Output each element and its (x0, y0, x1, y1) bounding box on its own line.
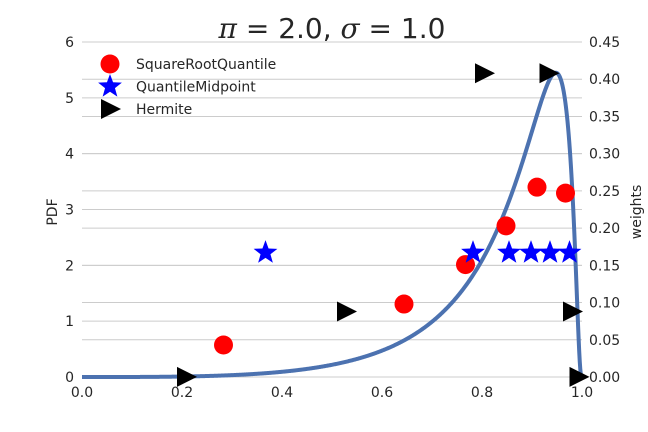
hermite-point (337, 301, 357, 322)
y-left-tick-label: 4 (65, 147, 74, 163)
legend-label-quantile-midpoint: QuantileMidpoint (136, 80, 256, 96)
quantile-midpoint-point (538, 240, 562, 263)
y-right-tick-label: 0.05 (589, 333, 620, 349)
legend-marker-hermite (101, 99, 121, 119)
hermite-point (569, 366, 590, 387)
tick-labels: 0.0 0.2 0.4 0.6 0.8 1.0 0 1 2 3 4 5 6 0.00 0.05 0.10 0.1… (65, 35, 620, 401)
x-tick-label: 1.0 (571, 385, 593, 401)
y-axis-right-label: weights (629, 185, 645, 240)
x-tick-label: 0.6 (371, 385, 393, 401)
square-root-quantile-point (214, 335, 233, 355)
y-right-tick-label: 0.45 (589, 35, 620, 51)
legend-label-hermite: Hermite (136, 102, 192, 118)
quantile-midpoint-point (519, 240, 543, 263)
y-axis-left-label: PDF (45, 198, 61, 225)
y-left-tick-label: 1 (65, 314, 74, 330)
legend-marker-square-root-quantile (100, 54, 120, 74)
x-tick-label: 0.4 (271, 385, 293, 401)
y-right-tick-label: 0.10 (589, 296, 620, 312)
square-root-quantile-point (496, 216, 516, 236)
quantile-midpoint-point (497, 240, 521, 263)
square-root-quantile-point (456, 255, 475, 275)
square-root-quantile-point (527, 177, 547, 197)
hermite-point (539, 63, 560, 84)
title-sigma-value: = 1.0 (360, 12, 446, 45)
square-root-quantile-point (556, 183, 575, 203)
title-pi-value: = 2.0, (237, 12, 341, 45)
y-left-tick-label: 6 (65, 35, 74, 51)
title-sigma-symbol: σ (341, 12, 361, 45)
hermite-point (475, 63, 495, 84)
title-pi-symbol: π (218, 12, 238, 45)
x-tick-label: 0.0 (71, 385, 93, 401)
legend-label-square-root-quantile: SquareRootQuantile (136, 57, 276, 73)
hermite-point (177, 366, 197, 387)
y-left-tick-label: 2 (65, 258, 74, 274)
chart-title: π = 2.0, σ = 1.0 (218, 12, 446, 45)
y-right-tick-label: 0.30 (589, 147, 620, 163)
y-left-tick-label: 0 (65, 370, 74, 386)
quantile-midpoint-point (461, 240, 485, 263)
y-right-tick-label: 0.15 (589, 258, 620, 274)
y-right-tick-label: 0.25 (589, 184, 620, 200)
y-right-tick-label: 0.40 (589, 72, 620, 88)
x-tick-label: 0.2 (171, 385, 193, 401)
series-markers (177, 63, 590, 387)
y-right-tick-label: 0.00 (589, 370, 620, 386)
y-right-tick-label: 0.35 (589, 109, 620, 125)
legend: SquareRootQuantile QuantileMidpoint Hermit… (98, 54, 276, 119)
quantile-midpoint-point (557, 240, 582, 263)
y-left-tick-label: 5 (65, 91, 74, 107)
y-left-tick-label: 3 (65, 203, 74, 219)
y-right-tick-label: 0.20 (589, 221, 620, 237)
hermite-point (563, 301, 583, 322)
legend-marker-quantile-midpoint (98, 74, 122, 97)
square-root-quantile-point (394, 294, 414, 314)
quantile-midpoint-point (253, 240, 278, 263)
x-tick-label: 0.8 (471, 385, 493, 401)
